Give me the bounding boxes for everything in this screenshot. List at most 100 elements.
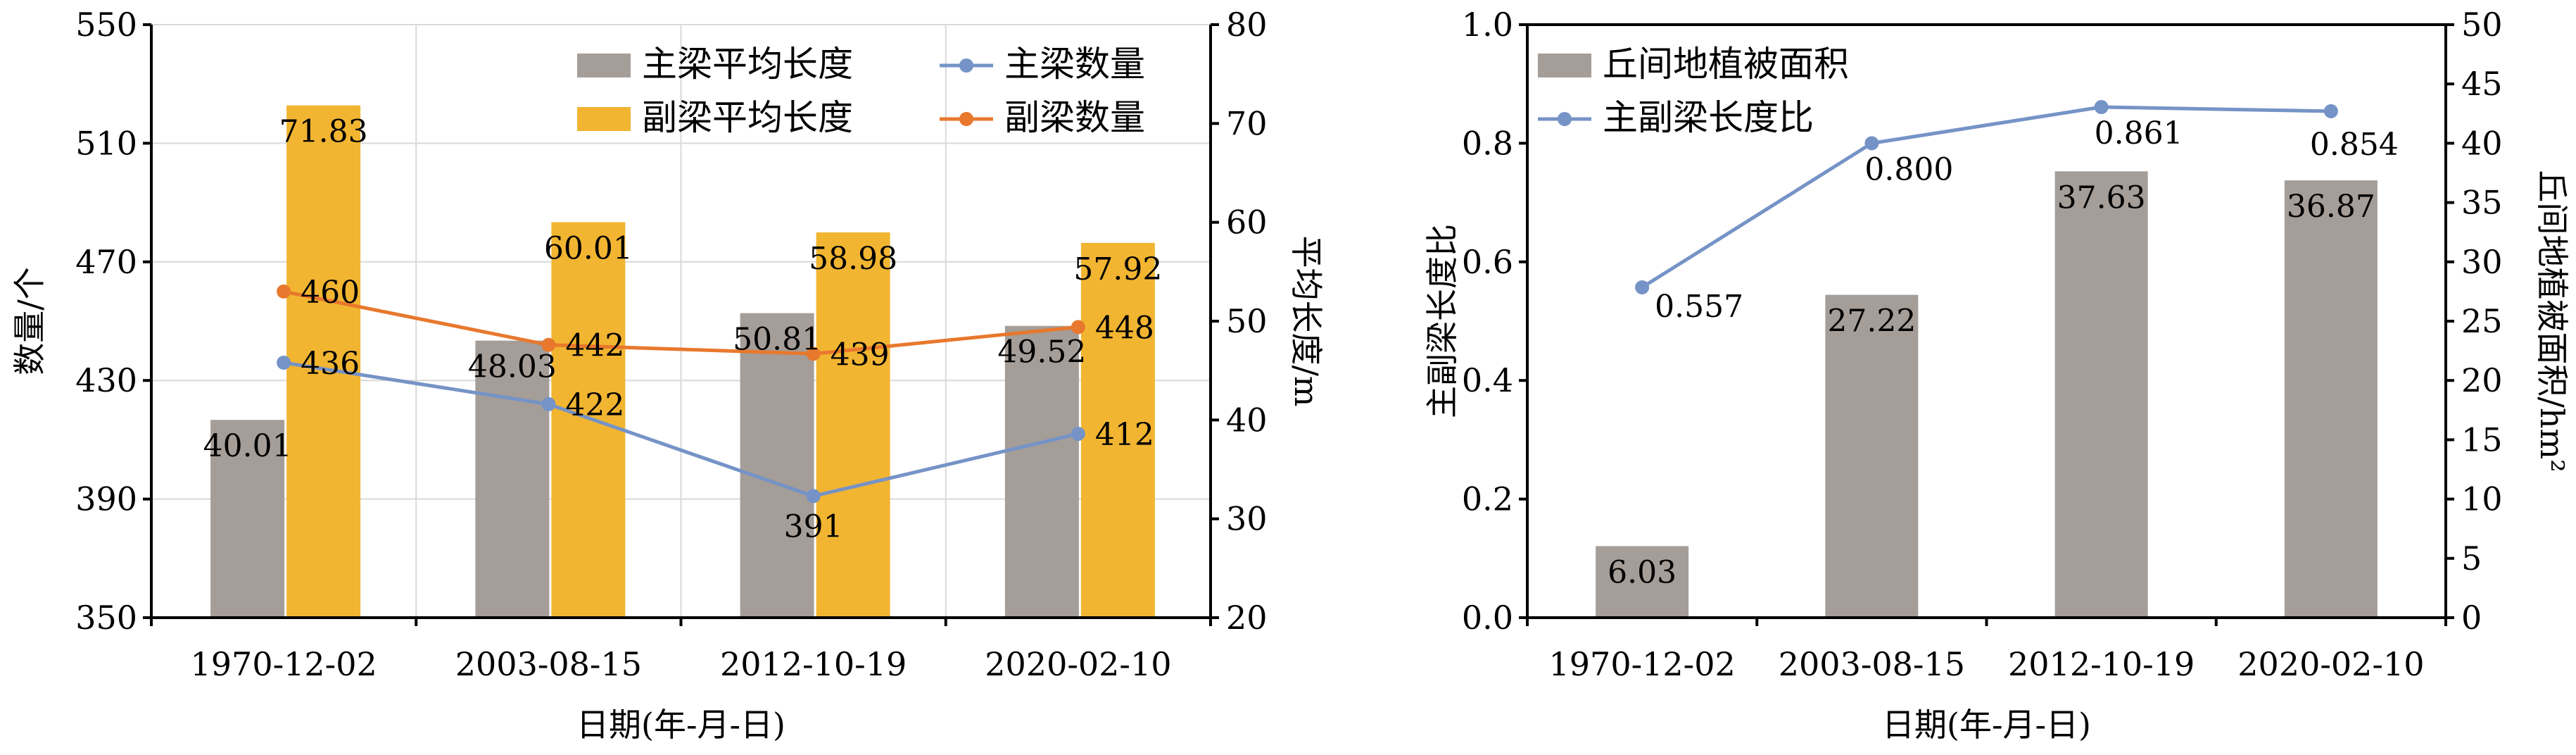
legend-bar-swatch bbox=[1538, 54, 1591, 77]
x-tick-label: 1970-12-02 bbox=[1549, 645, 1736, 683]
bar-data-label: 27.22 bbox=[1827, 304, 1916, 339]
line-point bbox=[277, 355, 291, 370]
legend-bar-swatch bbox=[577, 54, 631, 77]
bar bbox=[2284, 180, 2378, 618]
bar bbox=[210, 420, 285, 618]
y-right-tick-label: 15 bbox=[2461, 420, 2503, 458]
y-left-tick-label: 510 bbox=[75, 124, 137, 162]
x-tick-label: 2012-10-19 bbox=[720, 645, 907, 683]
y-right-tick-label: 40 bbox=[1226, 401, 1268, 439]
y-right-tick-label: 20 bbox=[2461, 361, 2503, 399]
series-line bbox=[1641, 105, 2331, 289]
y-right-tick-label: 0 bbox=[2461, 599, 2482, 637]
y-axis-right-title: 丘间地植被面积/hm² bbox=[2533, 170, 2571, 472]
line-point bbox=[1635, 280, 1650, 295]
y-right-tick-label: 30 bbox=[2461, 243, 2503, 281]
bar-data-label: 50.81 bbox=[733, 322, 821, 358]
x-tick-label: 2003-08-15 bbox=[1779, 645, 1965, 683]
line-point bbox=[277, 284, 291, 299]
legend-label: 丘间地植被面积 bbox=[1603, 44, 1849, 85]
legend-label: 主梁数量 bbox=[1004, 44, 1145, 85]
line-point bbox=[2094, 100, 2109, 115]
series-line bbox=[283, 361, 1079, 498]
y-left-tick-label: 350 bbox=[75, 599, 137, 637]
y-left-tick-label: 430 bbox=[75, 361, 137, 399]
y-right-tick-label: 5 bbox=[2461, 539, 2482, 578]
line-data-label: 0.800 bbox=[1864, 151, 1953, 187]
bar-data-label: 48.03 bbox=[468, 349, 557, 385]
y-right-tick-label: 25 bbox=[2461, 302, 2503, 340]
x-tick-label: 2012-10-19 bbox=[2008, 645, 2195, 683]
line-point bbox=[541, 337, 556, 352]
bar bbox=[286, 105, 361, 618]
y-right-tick-label: 45 bbox=[2461, 65, 2503, 103]
bar bbox=[1596, 546, 1689, 618]
line-point bbox=[806, 489, 821, 504]
line-data-label: 0.861 bbox=[2095, 116, 2183, 151]
x-axis-title: 日期(年-月-日) bbox=[576, 706, 785, 744]
y-left-tick-label: 550 bbox=[75, 6, 137, 44]
y-right-tick-label: 70 bbox=[1226, 104, 1268, 142]
bar bbox=[740, 313, 814, 618]
bar-data-label: 71.83 bbox=[279, 114, 368, 150]
line-data-label: 460 bbox=[301, 275, 360, 311]
y-left-tick-label: 1.0 bbox=[1462, 6, 1513, 44]
bar bbox=[816, 232, 890, 618]
bar-data-label: 36.87 bbox=[2287, 189, 2375, 225]
x-tick-label: 2020-02-10 bbox=[985, 645, 1171, 683]
line-data-label: 0.557 bbox=[1655, 289, 1743, 325]
legend-label: 副梁平均长度 bbox=[642, 97, 853, 138]
y-left-tick-label: 0.0 bbox=[1462, 599, 1513, 637]
y-right-tick-label: 50 bbox=[2461, 6, 2503, 44]
bar-data-label: 60.01 bbox=[544, 231, 633, 267]
series-line bbox=[283, 289, 1079, 356]
line-data-label: 412 bbox=[1095, 417, 1154, 453]
bar-data-label: 58.98 bbox=[809, 241, 897, 277]
line-point bbox=[806, 347, 821, 361]
bar-data-label: 40.01 bbox=[203, 428, 292, 464]
line-point bbox=[2323, 104, 2338, 118]
line-data-label: 436 bbox=[301, 346, 360, 382]
y-left-tick-label: 470 bbox=[75, 243, 137, 281]
bar bbox=[1004, 325, 1079, 618]
legend-bar-swatch bbox=[577, 107, 631, 131]
line-point bbox=[1864, 136, 1879, 151]
line-point bbox=[1071, 426, 1085, 441]
bar bbox=[475, 340, 550, 618]
y-axis-left-title: 数量/个 bbox=[11, 267, 49, 375]
line-data-label: 0.854 bbox=[2310, 127, 2399, 163]
line-data-label: 422 bbox=[565, 387, 624, 423]
x-tick-label: 2020-02-10 bbox=[2237, 645, 2424, 683]
y-right-tick-label: 20 bbox=[1226, 599, 1268, 637]
bar-data-label: 49.52 bbox=[997, 335, 1086, 370]
bar-data-label: 6.03 bbox=[1608, 554, 1677, 590]
bar bbox=[1825, 294, 1919, 618]
line-data-label: 448 bbox=[1095, 310, 1154, 346]
bar-data-label: 37.63 bbox=[2057, 180, 2146, 216]
y-right-tick-label: 80 bbox=[1226, 6, 1268, 44]
legend-label: 主梁平均长度 bbox=[642, 44, 853, 85]
y-left-tick-label: 0.6 bbox=[1462, 243, 1513, 281]
line-point bbox=[1071, 320, 1085, 335]
x-tick-label: 2003-08-15 bbox=[455, 645, 642, 683]
y-right-tick-label: 35 bbox=[2461, 184, 2503, 222]
x-tick-label: 1970-12-02 bbox=[191, 645, 377, 683]
line-point bbox=[541, 397, 556, 411]
y-left-tick-label: 390 bbox=[75, 480, 137, 518]
y-axis-left-title: 主副梁长度比 bbox=[1423, 224, 1461, 418]
y-left-tick-label: 0.8 bbox=[1462, 124, 1513, 162]
bar bbox=[1080, 242, 1155, 618]
bar-data-label: 57.92 bbox=[1073, 251, 1162, 287]
y-left-tick-label: 0.4 bbox=[1462, 361, 1513, 399]
y-axis-right-title: 平均长度/m bbox=[1287, 235, 1325, 406]
line-data-label: 439 bbox=[831, 337, 890, 373]
y-right-tick-label: 10 bbox=[2461, 480, 2503, 518]
legend-line-marker bbox=[959, 112, 973, 126]
legend-label: 副梁数量 bbox=[1004, 97, 1145, 138]
y-left-tick-label: 0.2 bbox=[1462, 480, 1513, 518]
legend-label: 主副梁长度比 bbox=[1603, 97, 1814, 138]
bar bbox=[551, 222, 626, 618]
y-right-tick-label: 60 bbox=[1226, 204, 1268, 242]
